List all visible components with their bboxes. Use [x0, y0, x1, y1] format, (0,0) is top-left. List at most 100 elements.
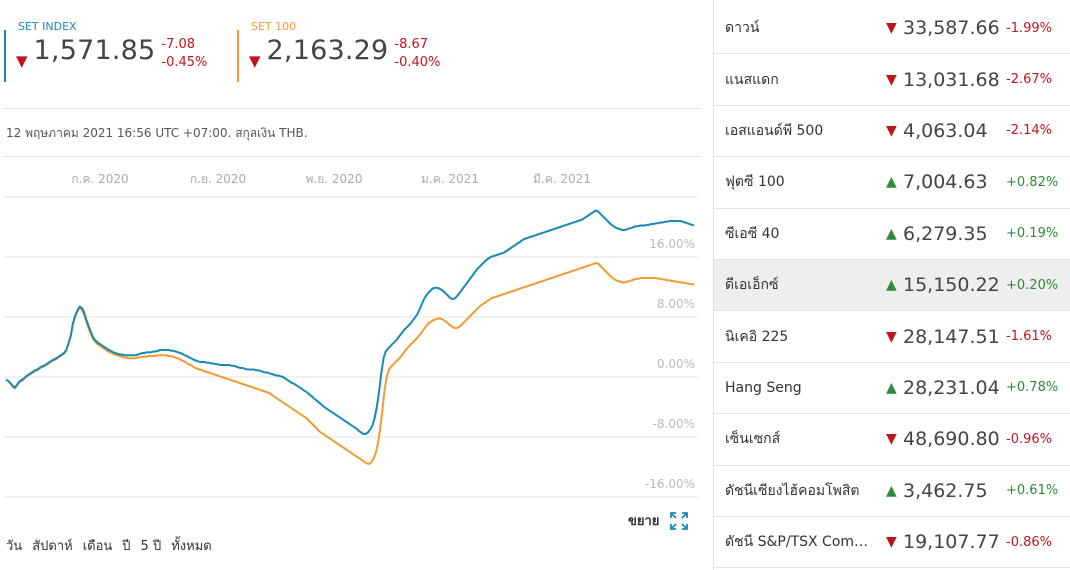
chart-panel: SET INDEX ▼ 1,571.85 -7.08 -0.45% SET 10… [0, 20, 702, 556]
x-tick-label: ม.ค. 2021 [421, 172, 479, 186]
market-name: ซีเอซี 40 [725, 225, 780, 242]
market-name: Hang Seng [725, 379, 802, 396]
up-arrow-icon: ▲ [886, 277, 897, 294]
down-arrow-icon: ▼ [886, 328, 897, 345]
up-arrow-icon: ▲ [886, 482, 897, 499]
y-tick-label: 0.00% [657, 357, 695, 371]
market-name: เซ็นเซกส์ [725, 431, 781, 448]
index-value: 2,163.29 [266, 35, 389, 66]
timestamp-currency: 12 พฤษภาคม 2021 16:56 UTC +07:00. สกุลเง… [6, 126, 308, 140]
market-change: -0.96% [1006, 431, 1052, 447]
index-name: SET INDEX [18, 20, 77, 33]
index-summary-set[interactable]: SET INDEX ▼ 1,571.85 -7.08 -0.45% [4, 20, 207, 72]
range-year[interactable]: ปี [122, 539, 131, 554]
index-change: -8.67 [394, 37, 429, 52]
range-all[interactable]: ทั้งหมด [171, 539, 212, 554]
down-arrow-icon: ▼ [886, 71, 897, 88]
market-name: แนสแดก [725, 71, 779, 88]
x-tick-label: มี.ค. 2021 [533, 172, 591, 186]
market-row[interactable]: เอสแอนด์พี 500 ▼ 4,063.04 -2.14% [714, 106, 1070, 158]
market-value: 15,150.22 [903, 274, 1000, 297]
market-value: 13,031.68 [903, 68, 1000, 91]
market-row[interactable]: นิเคอิ 225 ▼ 28,147.51 -1.61% [714, 311, 1070, 363]
market-name: ดีเอเอ็กซ์ [725, 277, 779, 294]
y-tick-label: -16.00% [645, 477, 695, 491]
expand-icon [670, 511, 689, 530]
market-row[interactable]: ดัชนี S&P/TSX Com… ▼ 19,107.77 -0.86% [714, 517, 1070, 569]
market-name: นิเคอิ 225 [725, 328, 789, 345]
market-value: 28,231.04 [903, 376, 1000, 399]
range-week[interactable]: สัปดาห์ [32, 539, 73, 554]
market-row[interactable]: ฟุตซี 100 ▲ 7,004.63 +0.82% [714, 157, 1070, 209]
range-day[interactable]: วัน [6, 539, 23, 554]
series-line-set-index [5, 209, 695, 435]
market-row[interactable]: ดีเอเอ็กซ์ ▲ 15,150.22 +0.20% [714, 259, 1070, 312]
down-arrow-icon: ▼ [886, 20, 897, 37]
index-value: 1,571.85 [33, 35, 156, 66]
series-line-set100 [5, 262, 695, 465]
index-summary-set100[interactable]: SET 100 ▼ 2,163.29 -8.67 -0.40% [237, 20, 440, 72]
market-change: +0.20% [1006, 277, 1059, 293]
market-row[interactable]: Hang Seng ▲ 28,231.04 +0.78% [714, 363, 1070, 415]
market-value: 6,279.35 [903, 222, 988, 245]
down-arrow-icon: ▼ [886, 122, 897, 139]
market-change: +0.78% [1006, 380, 1059, 396]
market-row[interactable]: ดัชนีเซียงไฮ้คอมโพสิต ▲ 3,462.75 +0.61% [714, 466, 1070, 517]
up-arrow-icon: ▲ [886, 174, 897, 191]
x-axis-ticks: ก.ค. 2020 ก.ย. 2020 พ.ย. 2020 ม.ค. 2021 มี.ค… [71, 172, 591, 186]
x-tick-label: ก.ค. 2020 [71, 172, 128, 186]
market-value: 3,462.75 [903, 479, 988, 502]
market-name: ดัชนีเซียงไฮ้คอมโพสิต [725, 482, 860, 499]
y-tick-label: 16.00% [649, 237, 695, 251]
market-change: +0.19% [1006, 226, 1059, 242]
panel-divider [713, 0, 714, 570]
market-value: 28,147.51 [903, 325, 1000, 348]
market-value: 33,587.66 [903, 17, 1000, 40]
y-tick-label: 8.00% [657, 297, 695, 311]
market-name: ฟุตซี 100 [725, 174, 785, 191]
down-arrow-icon: ▼ [886, 431, 897, 448]
x-tick-label: ก.ย. 2020 [190, 172, 246, 186]
range-month[interactable]: เดือน [82, 539, 113, 554]
market-change: +0.61% [1006, 483, 1059, 499]
down-arrow-icon: ▼ [16, 52, 28, 70]
market-row[interactable]: ซีเอซี 40 ▲ 6,279.35 +0.19% [714, 209, 1070, 260]
market-name: ดาวน์ [725, 20, 760, 37]
market-change: +0.82% [1006, 174, 1059, 190]
y-tick-label: -8.00% [653, 417, 695, 431]
index-change: -7.08 [161, 37, 196, 52]
expand-button[interactable]: ขยาย [628, 510, 689, 531]
market-name: ดัชนี S&P/TSX Com… [725, 534, 869, 551]
index-percent: -0.40% [394, 55, 441, 70]
market-change: -2.14% [1006, 123, 1052, 139]
divider [4, 108, 700, 109]
down-arrow-icon: ▼ [249, 52, 261, 70]
x-tick-label: พ.ย. 2020 [306, 172, 363, 186]
market-change: -0.86% [1006, 534, 1052, 550]
expand-label: ขยาย [628, 514, 660, 529]
market-value: 7,004.63 [903, 171, 988, 194]
market-value: 48,690.80 [903, 428, 1000, 451]
range-5-years[interactable]: 5 ปี [140, 539, 162, 554]
market-row[interactable]: ดาวน์ ▼ 33,587.66 -1.99% [714, 3, 1070, 55]
index-percent: -0.45% [161, 55, 208, 70]
up-arrow-icon: ▲ [886, 379, 897, 396]
market-row[interactable]: เซ็นเซกส์ ▼ 48,690.80 -0.96% [714, 414, 1070, 466]
market-change: -2.67% [1006, 72, 1052, 88]
market-change: -1.61% [1006, 329, 1052, 345]
set100-color-bar [237, 30, 239, 82]
market-list: ดาวน์ ▼ 33,587.66 -1.99% แนสแดก ▼ 13,031.68 -2.… [714, 3, 1070, 569]
market-value: 4,063.04 [903, 119, 988, 142]
line-chart[interactable]: ก.ค. 2020 ก.ย. 2020 พ.ย. 2020 ม.ค. 2021 มี.ค… [0, 160, 702, 500]
market-name: เอสแอนด์พี 500 [725, 122, 824, 139]
chart-grid [4, 196, 698, 498]
market-value: 19,107.77 [903, 531, 1000, 554]
set-index-color-bar [4, 30, 6, 82]
up-arrow-icon: ▲ [886, 225, 897, 242]
down-arrow-icon: ▼ [886, 534, 897, 551]
y-axis-ticks: 16.00% 8.00% 0.00% -8.00% -16.00% [645, 237, 695, 491]
time-range-selector: วัน สัปดาห์ เดือน ปี 5 ปี ทั้งหมด [6, 535, 222, 556]
market-row[interactable]: แนสแดก ▼ 13,031.68 -2.67% [714, 54, 1070, 106]
chart-series [5, 209, 695, 465]
index-name: SET 100 [251, 20, 297, 33]
